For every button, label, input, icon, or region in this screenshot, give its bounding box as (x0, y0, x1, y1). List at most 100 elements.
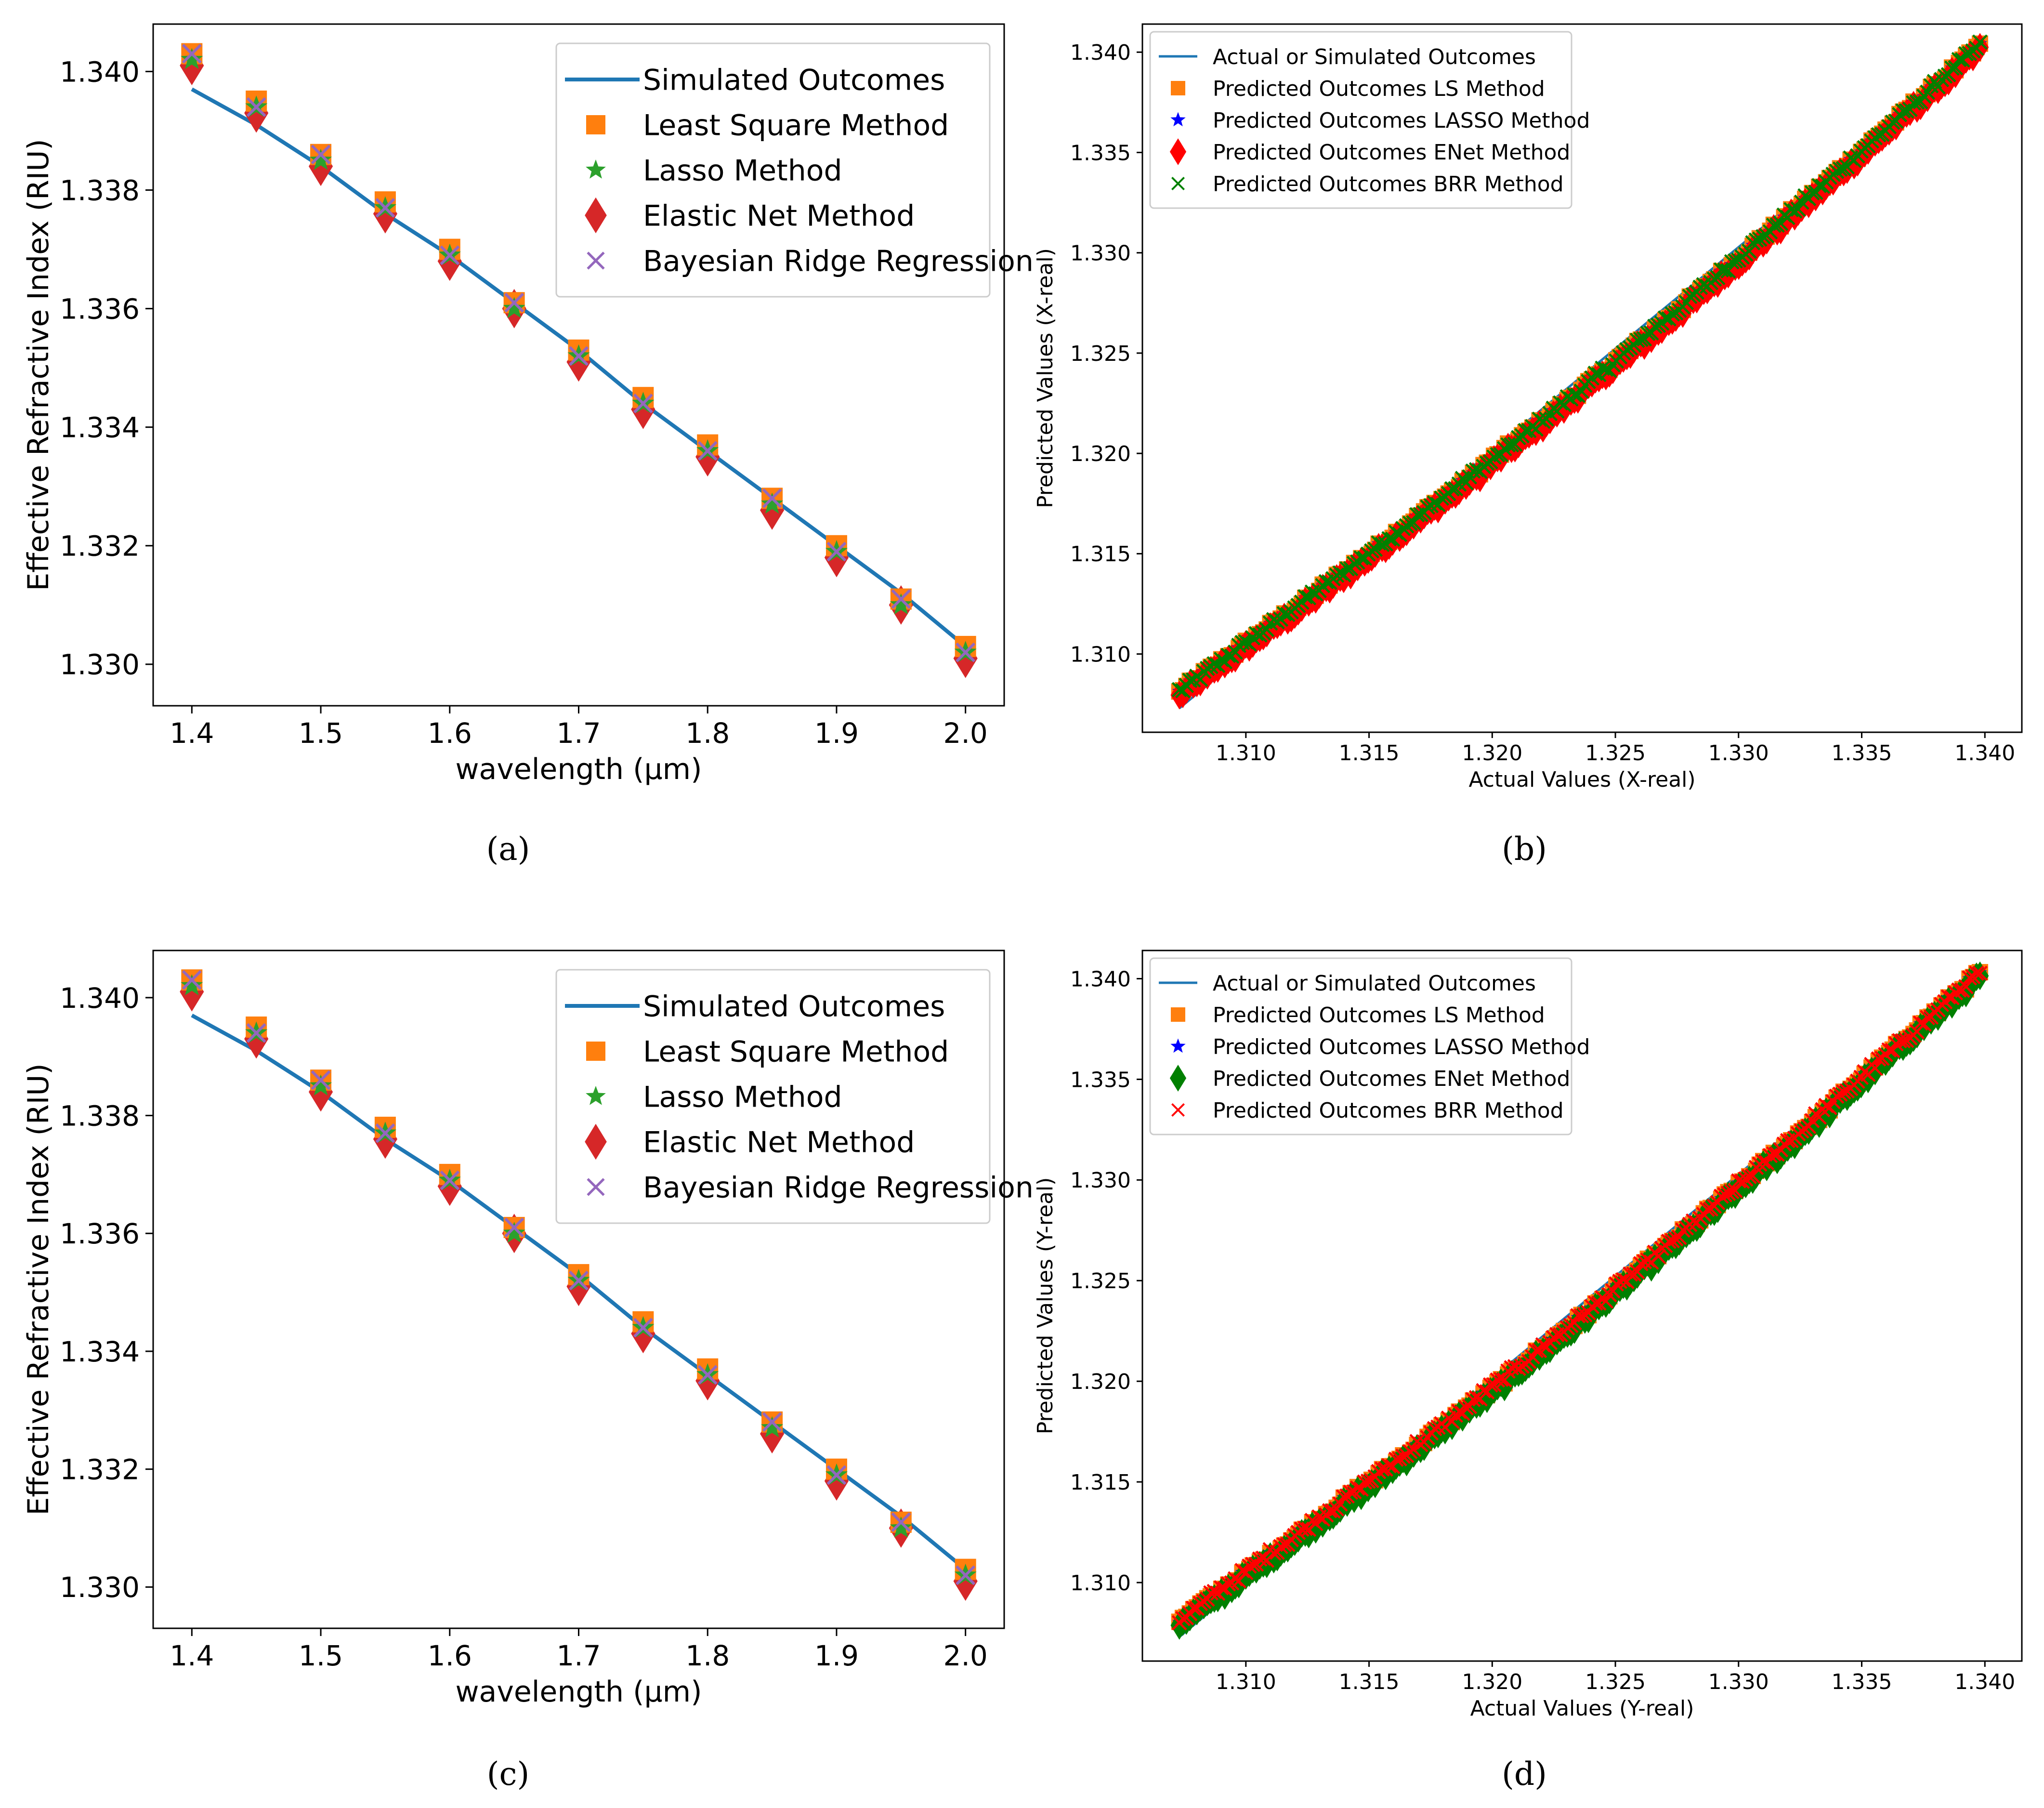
brr-point (1598, 361, 1614, 377)
x-point (956, 1565, 976, 1585)
x-point (568, 346, 589, 366)
panel-caption: (c) (487, 1755, 529, 1793)
x-point (891, 589, 911, 609)
legend-box (555, 969, 991, 1224)
x-axis-label: wavelength (μm) (455, 1675, 702, 1709)
brr-point (1944, 60, 1960, 76)
brr-point (1587, 366, 1603, 381)
legend-square-handle (1171, 81, 1185, 95)
y-tick-label: 1.338 (60, 1099, 140, 1132)
x-tick-label: 1.5 (299, 1639, 343, 1672)
x-point (375, 198, 395, 218)
x-tick-label: 1.7 (556, 1639, 601, 1672)
brr-point (1657, 310, 1673, 326)
legend-thin_diamond-handle (585, 1123, 607, 1160)
y-tick-label: 1.340 (60, 55, 140, 88)
legend-x-handle (587, 1178, 605, 1196)
thin_diamond-point (953, 1561, 978, 1601)
data-layer (1170, 33, 1989, 710)
y-tick-label: 1.340 (60, 982, 140, 1015)
y-tick-label: 1.338 (60, 174, 140, 207)
brr-point (1940, 989, 1956, 1005)
legend-label: Actual or Simulated Outcomes (1213, 971, 1536, 996)
data-layer (180, 969, 978, 1601)
legend-label: Least Square Method (643, 1035, 949, 1069)
legend-label: Least Square Method (643, 109, 949, 143)
legend-label: Predicted Outcomes ENet Method (1213, 140, 1570, 165)
legend-thin_diamond-handle (1169, 1065, 1187, 1092)
legend-star-handle (586, 159, 606, 179)
legend-label: Lasso Method (643, 154, 842, 188)
x-point (440, 245, 460, 265)
enet-point (1471, 463, 1489, 492)
x-point (633, 1318, 653, 1338)
brr-point (1402, 515, 1418, 531)
data-layer (180, 43, 978, 678)
brr-point (1962, 970, 1978, 986)
legend-label: Predicted Outcomes BRR Method (1213, 172, 1564, 197)
brr-point (1745, 1168, 1761, 1184)
brr-point (1742, 1169, 1757, 1184)
brr-point (1203, 1585, 1219, 1601)
x-point (311, 145, 331, 165)
axes-frame (1141, 23, 2023, 733)
brr-point (1612, 1274, 1628, 1289)
legend-label: Predicted Outcomes ENet Method (1213, 1067, 1570, 1091)
x-point (182, 970, 202, 990)
thin_diamond-point (373, 194, 397, 234)
brr-point (1336, 1489, 1351, 1505)
brr-point (1836, 161, 1851, 176)
axes-frame (1141, 950, 2023, 1662)
legend-thin_diamond-handle (1169, 138, 1187, 165)
x-axis-label: Actual Values (X-real) (1468, 767, 1695, 792)
legend-label: Elastic Net Method (643, 1126, 915, 1160)
brr-point (1294, 1521, 1310, 1537)
legend-x-handle (587, 251, 605, 270)
legend-label: Simulated Outcomes (643, 990, 945, 1024)
brr-point (1395, 1449, 1411, 1464)
y-tick-label: 1.325 (1070, 1269, 1131, 1293)
y-tick-label: 1.332 (60, 530, 140, 563)
x-point (182, 44, 202, 64)
x-tick-label: 1.330 (1708, 1670, 1769, 1694)
brr-point (1913, 1015, 1928, 1031)
legend-x-handle (1171, 1103, 1185, 1117)
legend: Actual or Simulated Outcomes Predicted Ou… (1149, 31, 1590, 209)
brr-point (1465, 1392, 1481, 1408)
legend-square-handle (1171, 1007, 1185, 1022)
star-point (890, 1516, 912, 1538)
brr-point (1871, 127, 1887, 143)
y-tick-label: 1.336 (60, 1217, 140, 1250)
x-point (762, 1412, 782, 1432)
x-point (633, 393, 653, 413)
x-point (246, 1023, 266, 1043)
legend: Simulated Outcomes Least Square Method Las… (555, 42, 1034, 298)
x-tick-label: 1.330 (1708, 741, 1769, 765)
thin_diamond-point (308, 146, 333, 186)
legend-square-handle (586, 1042, 605, 1061)
y-tick-label: 1.334 (60, 1335, 140, 1368)
x-point (440, 1170, 460, 1190)
x-tick-label: 1.8 (685, 717, 730, 750)
y-tick-label: 1.320 (1070, 442, 1131, 466)
star-point (503, 1222, 525, 1243)
x-tick-label: 1.6 (428, 1639, 472, 1672)
x-tick-label: 1.340 (1954, 741, 2015, 765)
x-tick-label: 1.340 (1954, 1670, 2015, 1694)
x-tick-label: 1.320 (1462, 741, 1522, 765)
y-axis-label: Predicted Values (Y-real) (1033, 1177, 1058, 1435)
thin_diamond-point (437, 1166, 462, 1206)
enet-point (1495, 1372, 1514, 1401)
brr-point (1783, 202, 1799, 218)
x-tick-label: 2.0 (943, 717, 988, 750)
legend-label: Lasso Method (643, 1081, 842, 1114)
x-tick-label: 1.7 (556, 717, 601, 750)
brr-point (1220, 1576, 1236, 1592)
x-point (568, 1270, 589, 1291)
thin_diamond-point (566, 1267, 591, 1307)
x-point (697, 441, 718, 461)
legend-star-handle (586, 1086, 606, 1105)
brr-point (1867, 1060, 1883, 1076)
y-axis-label: Effective Refractive Index (RIU) (22, 1063, 55, 1515)
brr-point (1332, 565, 1348, 581)
